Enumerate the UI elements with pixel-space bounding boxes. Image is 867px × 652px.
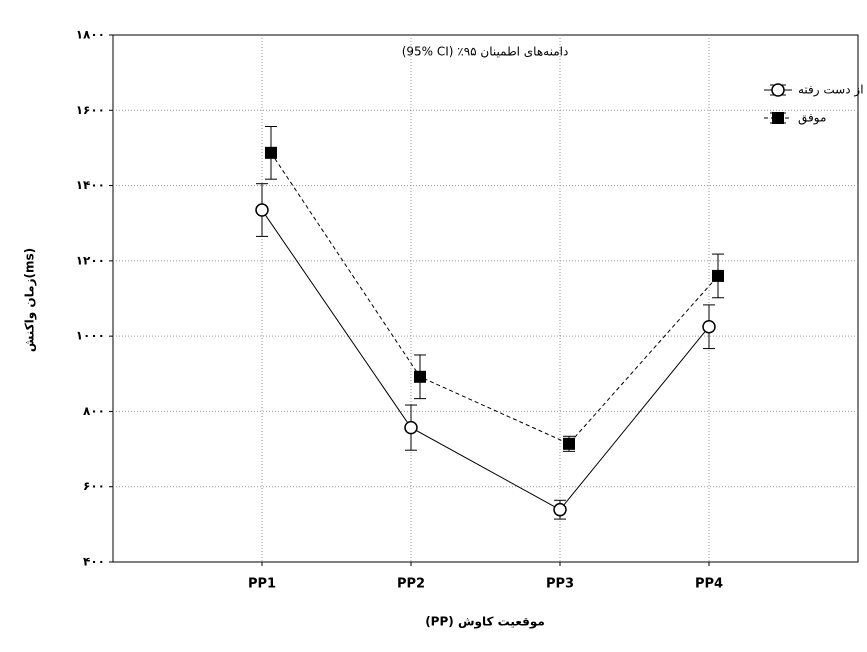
y-tick-label: ۱۲۰۰ bbox=[76, 253, 105, 267]
series-line bbox=[270, 152, 719, 445]
y-tick-label: ۱۸۰۰ bbox=[76, 28, 105, 42]
data-point bbox=[712, 269, 724, 282]
y-tick-label: ۱۶۰۰ bbox=[76, 103, 105, 117]
data-point bbox=[414, 370, 426, 383]
y-tick-label: ۴۰۰ bbox=[83, 555, 105, 569]
data-point bbox=[404, 420, 418, 435]
series-line bbox=[261, 209, 710, 511]
legend-marker bbox=[771, 83, 785, 97]
plot-frame bbox=[112, 34, 859, 563]
data-point bbox=[255, 203, 269, 217]
data-point bbox=[702, 319, 716, 334]
legend-marker bbox=[772, 112, 784, 124]
x-tick-label: PP4 bbox=[695, 577, 723, 592]
x-tick-label: PP2 bbox=[397, 577, 425, 592]
y-tick-label: ۱۴۰۰ bbox=[76, 178, 105, 192]
y-axis-label: زمان واکنش(ms) bbox=[23, 248, 38, 352]
legend-label: موفق bbox=[798, 111, 826, 126]
data-point bbox=[265, 146, 277, 159]
y-tick-label: ۱۰۰۰ bbox=[76, 329, 105, 343]
y-tick-label: ۶۰۰ bbox=[83, 479, 105, 493]
x-tick-label: PP1 bbox=[248, 577, 276, 592]
x-axis-label: (PP) موقعیت کاوش bbox=[425, 615, 545, 630]
data-point bbox=[553, 502, 567, 517]
chart-title: (95% CI) ٪دامنه‌های اطمینان ۹۵ bbox=[402, 45, 569, 59]
x-tick-label: PP3 bbox=[546, 577, 574, 592]
y-tick-label: ۸۰۰ bbox=[83, 404, 105, 418]
legend-label: از دست رفته bbox=[798, 83, 864, 98]
data-point bbox=[563, 437, 575, 450]
